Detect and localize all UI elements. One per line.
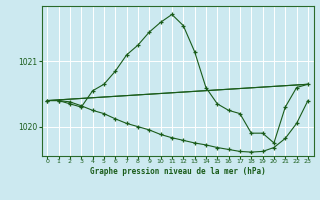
X-axis label: Graphe pression niveau de la mer (hPa): Graphe pression niveau de la mer (hPa)	[90, 167, 266, 176]
